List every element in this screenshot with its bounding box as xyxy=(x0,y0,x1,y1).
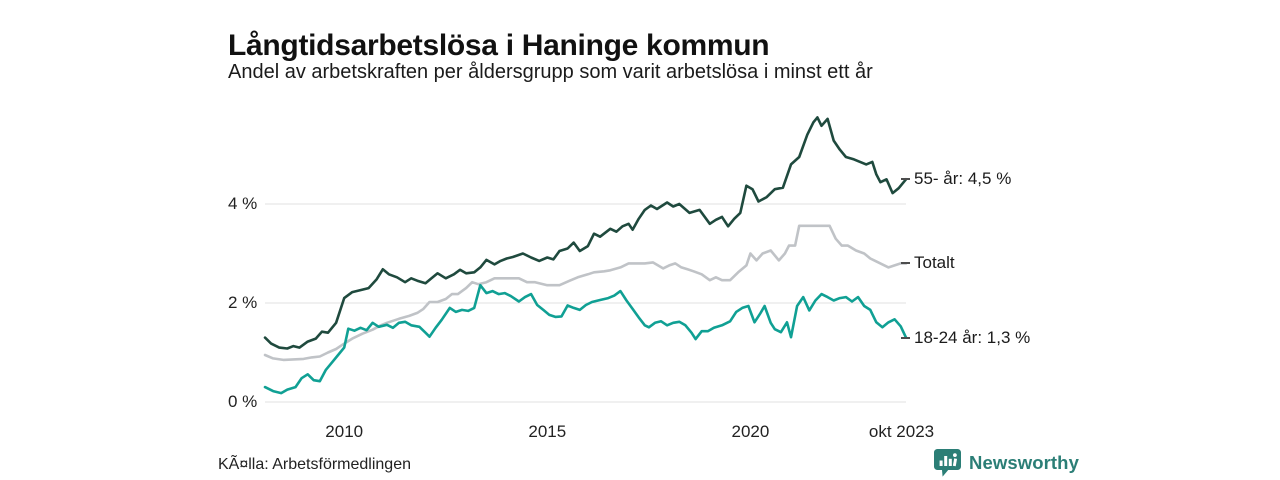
newsworthy-wordmark: Newsworthy xyxy=(969,452,1079,473)
x-tick-label: okt 2023 xyxy=(868,422,935,441)
y-tick-label: 2 % xyxy=(228,293,258,312)
newsworthy-speech-bubble-icon xyxy=(934,449,961,477)
series-line-18-24 xyxy=(263,283,908,395)
page-title: Långtidsarbetslösa i Haninge kommun xyxy=(228,29,770,63)
series-end-label-55: 55- år: 4,5 % xyxy=(914,169,1012,189)
y-tick-label: 4 % xyxy=(228,194,258,213)
series-line-55 xyxy=(263,116,908,350)
label-connector-dash xyxy=(901,178,910,181)
x-tick-label: 2010 xyxy=(325,422,364,441)
x-tick-label: 2020 xyxy=(731,422,770,441)
exclamation-dot xyxy=(953,453,957,457)
series-end-label-totalt: Totalt xyxy=(914,253,955,273)
speech-bubble-shape xyxy=(934,449,961,477)
page-subtitle: Andel av arbetskraften per åldersgrupp s… xyxy=(228,61,873,83)
series-line-totalt xyxy=(263,224,908,362)
source-note: KÃ¤lla: Arbetsförmedlingen xyxy=(218,456,411,473)
label-connector-dash xyxy=(901,336,910,339)
bar-medium xyxy=(948,458,952,466)
newsworthy-logo: Newsworthy xyxy=(934,449,1079,477)
y-tick-label: 0 % xyxy=(228,392,258,411)
bar-small xyxy=(939,460,943,466)
exclamation-bar xyxy=(952,458,958,467)
x-tick-label: 2015 xyxy=(528,422,567,441)
label-connector-dash xyxy=(901,262,910,265)
bar-tall xyxy=(944,456,948,466)
series-end-label-18-24: 18-24 år: 1,3 % xyxy=(914,327,1031,347)
